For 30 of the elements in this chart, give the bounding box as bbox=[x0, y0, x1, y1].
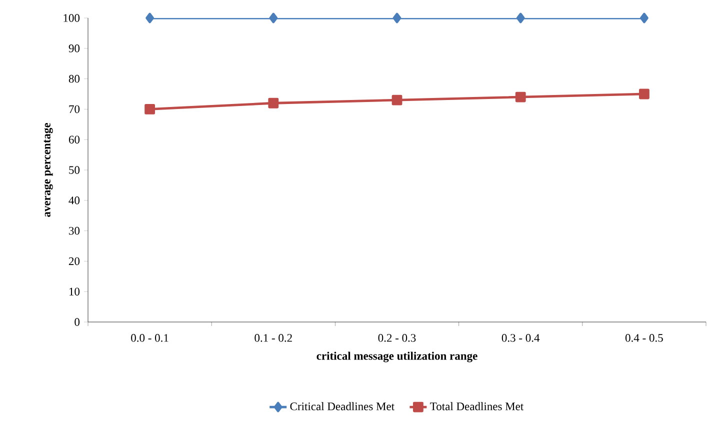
y-tick-label: 10 bbox=[69, 288, 80, 296]
y-tick-label: 100 bbox=[64, 14, 80, 22]
y-tick-label: 70 bbox=[69, 105, 80, 114]
point bbox=[515, 92, 526, 102]
y-tick-label: 40 bbox=[68, 196, 80, 204]
x-tick-label: 0.2 - 0.3 bbox=[378, 334, 416, 342]
x-tick-label: 0.1 - 0.2 bbox=[254, 334, 292, 342]
y-tick-label: 80 bbox=[68, 74, 80, 83]
legend-label: Total Deadlines Met bbox=[430, 402, 524, 410]
x-tick-label: 0.4 - 0.5 bbox=[625, 334, 663, 342]
point bbox=[640, 12, 648, 24]
point bbox=[392, 12, 402, 24]
x-tick-label: 0.3 - 0.4 bbox=[502, 334, 540, 342]
y-tick-label: 60 bbox=[68, 136, 80, 144]
point bbox=[146, 12, 154, 24]
point bbox=[144, 104, 155, 114]
point bbox=[269, 12, 278, 24]
y-tick-label: 30 bbox=[69, 226, 80, 235]
y-tick-label: 0 bbox=[74, 318, 80, 326]
point bbox=[516, 12, 525, 24]
y-axis-title: average percentage bbox=[44, 122, 53, 217]
y-tick-label: 90 bbox=[68, 44, 80, 52]
x-tick-label: 0.0 - 0.1 bbox=[131, 334, 168, 342]
legend-label: Critical Deadlines Met bbox=[290, 402, 394, 410]
x-axis-title: critical message utilization range bbox=[316, 352, 478, 362]
point bbox=[268, 98, 279, 108]
point bbox=[392, 94, 402, 106]
point bbox=[639, 88, 650, 100]
y-tick-label: 20 bbox=[68, 257, 80, 266]
y-tick-label: 50 bbox=[69, 166, 80, 174]
